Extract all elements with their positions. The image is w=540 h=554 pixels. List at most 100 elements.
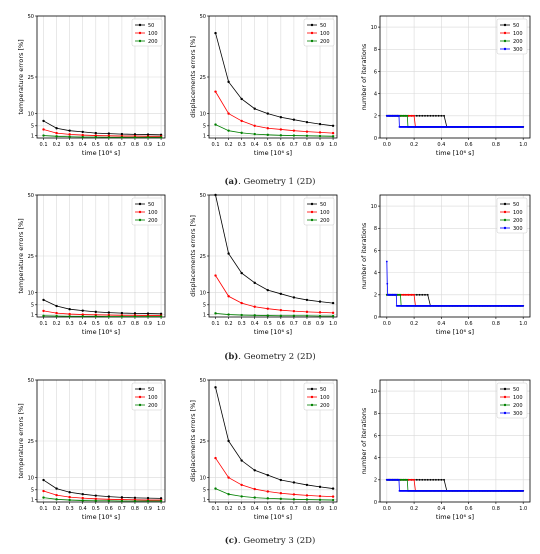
series-line-200 [43, 497, 162, 502]
legend-marker [138, 387, 142, 391]
data-point-100 [409, 478, 411, 481]
y-tick-label: 8 [374, 411, 377, 417]
data-point-100 [214, 90, 217, 93]
data-point-50 [133, 496, 137, 500]
y-tick-label: 6 [374, 69, 377, 75]
x-axis-label: time [10⁶ s] [436, 149, 474, 157]
data-point-50 [42, 478, 45, 482]
data-point-200 [331, 135, 335, 138]
x-tick-label: 0.5 [264, 506, 272, 512]
data-point-200 [253, 314, 256, 317]
x-tick-label: 0.3 [66, 142, 74, 148]
x-tick-label: 0.2 [53, 321, 61, 327]
data-point-50 [55, 127, 58, 130]
y-tick-label: 1 [31, 312, 34, 318]
data-point-200 [240, 313, 243, 317]
legend-label-100: 100 [148, 31, 158, 37]
x-tick-label: 0.6 [465, 142, 473, 148]
data-point-50 [55, 304, 58, 308]
data-point-50 [424, 478, 426, 481]
series-line-200 [386, 294, 524, 307]
y-axis-label: temperature errors [%] [17, 403, 25, 478]
data-point-50 [159, 312, 163, 316]
legend-label-50: 50 [320, 387, 326, 393]
x-tick-label: 0.5 [264, 321, 272, 327]
data-point-50 [68, 491, 71, 494]
data-point-200 [266, 314, 269, 317]
data-point-50 [266, 112, 269, 115]
legend-label-50: 50 [148, 23, 154, 29]
y-axis-label: displacements errors [%] [189, 400, 197, 482]
y-axis-label: displacements errors [%] [189, 36, 197, 118]
data-point-100 [81, 313, 84, 316]
x-tick-label: 0.2 [53, 506, 61, 512]
y-tick-label: 0 [374, 500, 377, 506]
legend-label-50: 50 [148, 202, 154, 208]
plot-frame [379, 194, 531, 318]
data-point-200 [292, 134, 296, 137]
y-tick-label: 2 [374, 478, 377, 484]
series-line-200 [386, 115, 524, 128]
series-line-50 [386, 294, 524, 307]
data-point-200 [107, 499, 111, 502]
x-tick-label: 0.9 [144, 142, 152, 148]
data-point-100 [403, 293, 406, 296]
data-point-100 [240, 301, 243, 305]
x-tick-label: 0.4 [251, 142, 259, 148]
data-point-200 [133, 499, 137, 503]
data-point-100 [331, 311, 335, 315]
y-tick-label: 10 [200, 111, 206, 117]
y-axis-label: number of iterations [360, 43, 368, 110]
data-point-100 [410, 293, 413, 296]
data-point-100 [240, 119, 243, 123]
x-tick-label: 0.0 [383, 506, 391, 512]
data-point-50 [133, 312, 137, 315]
y-axis-label: temperature errors [%] [17, 39, 25, 114]
data-point-200 [159, 499, 163, 503]
data-point-300 [522, 490, 525, 492]
data-point-50 [415, 114, 418, 117]
y-tick-label: 50 [28, 14, 34, 20]
x-axis-label: time [10⁶ s] [82, 513, 120, 521]
chart-2-2: 0.0 0.2 0.4 0.6 0.8 1.0 0 2 4 6 8 10 time [10⁶ s] num… [360, 379, 531, 521]
data-point-50 [94, 131, 97, 135]
data-point-50 [318, 122, 322, 126]
legend-label-50: 50 [513, 23, 519, 29]
data-point-200 [253, 132, 256, 136]
legend-label-100: 100 [513, 210, 523, 216]
data-point-300 [398, 478, 400, 481]
series-line-100 [43, 310, 162, 316]
data-point-50 [94, 310, 97, 314]
x-tick-label: 1.0 [157, 321, 165, 327]
data-point-100 [42, 128, 45, 131]
data-point-100 [81, 496, 84, 500]
data-point-100 [55, 131, 58, 135]
data-point-50 [421, 114, 424, 117]
series-line-200 [215, 488, 334, 501]
y-tick-label: 0 [374, 315, 377, 321]
legend-label-200: 200 [513, 403, 523, 409]
legend-box [496, 18, 528, 55]
data-point-100 [406, 293, 409, 296]
y-tick-label: 10 [28, 111, 34, 117]
data-point-100 [411, 293, 414, 296]
caption-b: (b). Geometry 2 (2D) [0, 352, 540, 362]
x-axis-label: time [10⁶ s] [254, 149, 292, 157]
legend-label-200: 200 [320, 218, 330, 224]
legend-label-50: 50 [320, 202, 326, 208]
y-tick-label: 8 [374, 226, 377, 232]
data-point-200 [214, 312, 217, 315]
series-line-100 [43, 490, 162, 501]
x-tick-label: 0.8 [492, 321, 500, 327]
data-point-100 [227, 112, 230, 115]
data-point-200 [55, 498, 58, 501]
data-point-100 [279, 308, 283, 312]
y-tick-label: 0 [374, 136, 377, 142]
data-point-50 [227, 80, 230, 84]
legend-label-100: 100 [320, 31, 330, 37]
x-tick-label: 0.6 [105, 506, 113, 512]
data-point-200 [146, 499, 150, 503]
x-tick-label: 0.1 [40, 142, 48, 148]
data-point-100 [407, 293, 410, 296]
